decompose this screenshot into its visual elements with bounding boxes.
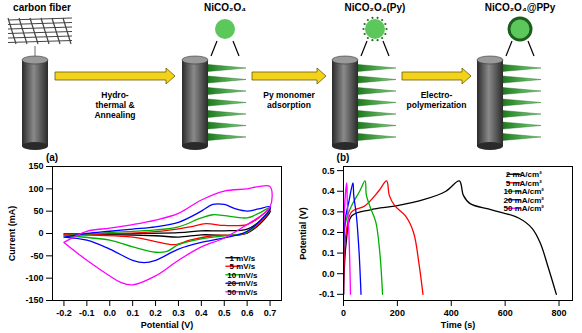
svg-text:Electro-: Electro- [421,90,453,100]
svg-text:0.0: 0.0 [103,308,116,318]
svg-text:0: 0 [341,308,346,318]
svg-text:150: 150 [28,161,43,171]
svg-text:Potential (V): Potential (V) [141,320,194,330]
svg-text:10 mA/cm²: 10 mA/cm² [503,187,544,197]
svg-text:polymerization: polymerization [407,100,467,110]
svg-text:carbon fiber: carbon fiber [13,2,71,13]
svg-text:100: 100 [28,184,43,194]
svg-text:0.2: 0.2 [322,227,335,237]
svg-text:adsorption: adsorption [267,100,311,110]
svg-text:NiCO₂O₄(Py): NiCO₂O₄(Py) [345,2,406,13]
svg-text:0: 0 [38,228,43,238]
svg-text:-0.1: -0.1 [319,289,335,299]
svg-text:0.5: 0.5 [218,308,231,318]
svg-text:(b): (b) [337,152,350,163]
svg-text:200: 200 [390,308,405,318]
svg-text:0.3: 0.3 [322,207,335,217]
svg-text:10 mV/s: 10 mV/s [227,270,258,280]
svg-text:5 mV/s: 5 mV/s [229,262,256,271]
svg-text:0.7: 0.7 [264,308,277,318]
svg-text:2 mA/cm²: 2 mA/cm² [505,170,542,180]
svg-text:0.4: 0.4 [322,186,335,196]
svg-text:1 mV/s: 1 mV/s [229,253,256,263]
svg-text:50 mV/s: 50 mV/s [227,288,258,297]
svg-text:0.1: 0.1 [126,308,139,318]
svg-text:800: 800 [552,308,567,318]
svg-text:0.5: 0.5 [322,166,335,176]
svg-text:Current (mA): Current (mA) [7,206,17,262]
svg-text:Time (s): Time (s) [441,320,475,330]
svg-text:5 mA/cm²: 5 mA/cm² [505,178,542,188]
svg-text:Py monomer: Py monomer [263,90,315,100]
svg-text:50 mA/cm²: 50 mA/cm² [504,204,545,213]
svg-text:(a): (a) [46,152,58,163]
svg-text:600: 600 [498,308,513,318]
svg-text:NiCO₂O₄@PPy: NiCO₂O₄@PPy [485,2,556,13]
svg-text:50: 50 [33,206,43,216]
svg-text:-0.1: -0.1 [79,308,95,318]
svg-text:-0.2: -0.2 [56,308,72,318]
svg-text:0.1: 0.1 [322,248,335,258]
svg-text:NiCO₂O₄: NiCO₂O₄ [204,2,246,13]
svg-text:-50: -50 [30,251,43,261]
svg-text:20 mA/cm²: 20 mA/cm² [503,195,544,205]
svg-text:thermal &: thermal & [95,100,134,110]
svg-text:0.2: 0.2 [149,308,162,318]
svg-text:-150: -150 [25,295,43,305]
svg-text:20 mV/s: 20 mV/s [227,279,258,288]
svg-text:0.3: 0.3 [172,308,185,318]
svg-text:400: 400 [444,308,459,318]
svg-text:-100: -100 [25,273,43,283]
svg-text:Annealing: Annealing [94,110,135,120]
svg-text:0.6: 0.6 [241,308,254,318]
svg-text:0.4: 0.4 [195,308,208,318]
svg-text:Potential (V): Potential (V) [298,207,308,260]
svg-text:Hydro-: Hydro- [101,90,129,100]
svg-text:0.0: 0.0 [322,269,335,279]
